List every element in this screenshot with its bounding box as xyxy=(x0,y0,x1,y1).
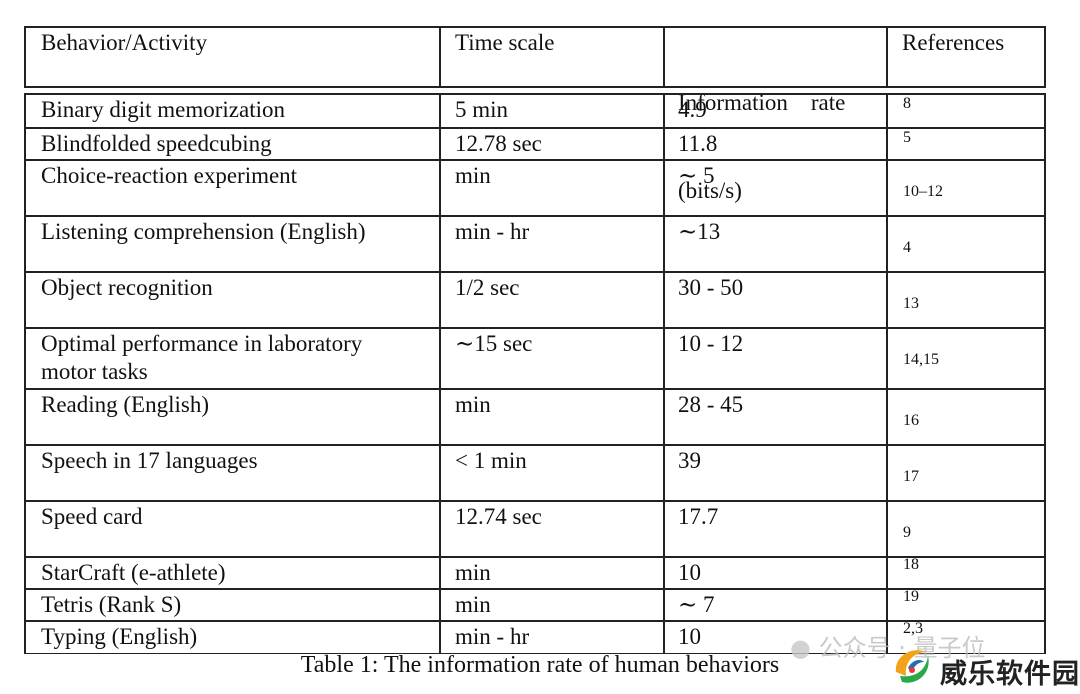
header-information-rate-line2: (bits/s) xyxy=(678,178,742,203)
cell-activity: Typing (English) xyxy=(41,624,198,649)
cell-reference: 14,15 xyxy=(903,351,939,368)
data-table: Binary digit memorization 5 min 4.9 8 Bl… xyxy=(24,93,1046,654)
site-logo-icon xyxy=(895,650,929,683)
column-divider xyxy=(439,95,441,653)
cell-reference: 8 xyxy=(903,95,911,112)
header-time-scale: Time scale xyxy=(455,30,555,55)
cell-reference: 5 xyxy=(903,129,911,146)
cell-activity: Tetris (Rank S) xyxy=(41,592,182,617)
table-row: Choice-reaction experiment min ∼ 5 10–12 xyxy=(26,159,1044,215)
cell-information-rate: 10 xyxy=(678,560,701,585)
table-row: Binary digit memorization 5 min 4.9 8 xyxy=(26,95,1044,127)
cell-information-rate: 30 - 50 xyxy=(678,275,744,300)
cell-reference: 18 xyxy=(903,556,919,573)
cell-activity-line2: motor tasks xyxy=(41,359,148,384)
cell-activity: Object recognition xyxy=(41,275,213,300)
cell-information-rate: ∼13 xyxy=(678,219,721,244)
table-row: Tetris (Rank S) min ∼ 7 19 xyxy=(26,588,1044,620)
table-row: Object recognition 1/2 sec 30 - 50 13 xyxy=(26,271,1044,327)
cell-information-rate: ∼ 7 xyxy=(678,592,715,617)
cell-time-scale: 5 min xyxy=(455,97,509,122)
cell-information-rate: 17.7 xyxy=(678,504,719,529)
cell-information-rate: 28 - 45 xyxy=(678,392,744,417)
cell-time-scale: min xyxy=(455,592,491,617)
cell-reference: 17 xyxy=(903,468,919,485)
table-caption: Table 1: The information rate of human b… xyxy=(300,652,780,678)
cell-activity: Speech in 17 languages xyxy=(41,448,258,473)
column-divider xyxy=(439,28,441,86)
cell-time-scale: 12.78 sec xyxy=(455,131,542,156)
cell-time-scale: min xyxy=(455,163,491,188)
table-row: Listening comprehension (English) min - … xyxy=(26,215,1044,271)
site-logo-text: 威乐软件园 xyxy=(940,659,1080,690)
cell-time-scale: 1/2 sec xyxy=(455,275,520,300)
cell-information-rate: 10 xyxy=(678,624,701,649)
cell-time-scale: min xyxy=(455,560,491,585)
wechat-icon: ● xyxy=(790,634,811,662)
table-row: StarCraft (e-athlete) min 10 18 xyxy=(26,556,1044,588)
cell-information-rate: 39 xyxy=(678,448,701,473)
table-row: Typing (English) min - hr 10 2,3 xyxy=(26,620,1044,654)
cell-activity: Reading (English) xyxy=(41,392,209,417)
table-row: Reading (English) min 28 - 45 16 xyxy=(26,388,1044,444)
cell-activity: Binary digit memorization xyxy=(41,97,286,122)
cell-time-scale: 12.74 sec xyxy=(455,504,542,529)
header-references: References xyxy=(902,30,1005,55)
cell-time-scale: ∼15 sec xyxy=(455,331,533,356)
column-divider xyxy=(886,95,888,653)
cell-time-scale: min - hr xyxy=(455,219,530,244)
column-divider xyxy=(886,28,888,86)
cell-time-scale: < 1 min xyxy=(455,448,527,473)
cell-time-scale: min xyxy=(455,392,491,417)
cell-activity: StarCraft (e-athlete) xyxy=(41,560,226,585)
table-header: Behavior/Activity Time scale Information… xyxy=(24,26,1046,203)
cell-activity: Blindfolded speedcubing xyxy=(41,131,272,156)
table-row: Blindfolded speedcubing 12.78 sec 11.8 5 xyxy=(26,127,1044,159)
cell-activity: Listening comprehension (English) xyxy=(41,219,366,244)
cell-reference: 2,3 xyxy=(903,620,923,637)
cell-information-rate: ∼ 5 xyxy=(678,163,715,188)
cell-reference: 9 xyxy=(903,524,911,541)
cell-reference: 19 xyxy=(903,588,919,605)
column-divider xyxy=(663,95,665,653)
cell-activity: Speed card xyxy=(41,504,143,529)
column-divider xyxy=(663,28,665,86)
cell-activity: Choice-reaction experiment xyxy=(41,163,298,188)
cell-information-rate: 10 - 12 xyxy=(678,331,744,356)
cell-activity: Optimal performance in laboratory motor … xyxy=(41,329,436,388)
table-row: Speech in 17 languages < 1 min 39 17 xyxy=(26,444,1044,500)
cell-activity-line1: Optimal performance in laboratory xyxy=(41,331,363,356)
header-behavior-activity: Behavior/Activity xyxy=(41,30,208,55)
cell-information-rate: 11.8 xyxy=(678,131,718,156)
table-row: Speed card 12.74 sec 17.7 9 xyxy=(26,500,1044,556)
cell-reference: 13 xyxy=(903,295,919,312)
cell-reference: 16 xyxy=(903,412,919,429)
cell-time-scale: min - hr xyxy=(455,624,530,649)
cell-information-rate: 4.9 xyxy=(678,97,707,122)
cell-reference: 10–12 xyxy=(903,183,943,200)
table-row: Optimal performance in laboratory motor … xyxy=(26,327,1044,388)
cell-reference: 4 xyxy=(903,239,911,256)
